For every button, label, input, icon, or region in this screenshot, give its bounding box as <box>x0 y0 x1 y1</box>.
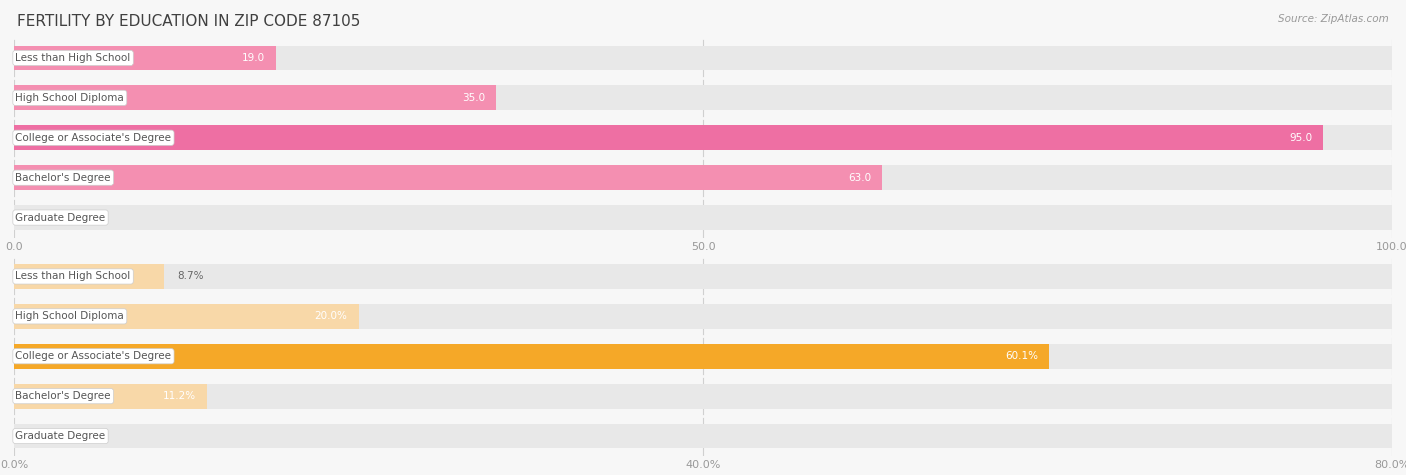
Text: Bachelor's Degree: Bachelor's Degree <box>15 391 111 401</box>
Text: 0.0%: 0.0% <box>28 431 53 441</box>
Bar <box>14 165 1392 190</box>
Bar <box>14 165 882 190</box>
Bar <box>14 205 1392 230</box>
Text: 60.1%: 60.1% <box>1005 351 1038 361</box>
Text: 8.7%: 8.7% <box>177 271 204 282</box>
Bar <box>14 384 207 408</box>
Bar <box>14 86 1392 110</box>
Bar <box>14 344 1049 369</box>
Bar <box>14 46 276 70</box>
Bar <box>14 46 1392 70</box>
Bar <box>14 344 1392 369</box>
Text: 19.0: 19.0 <box>242 53 264 63</box>
Bar <box>14 424 1392 448</box>
Text: High School Diploma: High School Diploma <box>15 311 124 322</box>
Text: College or Associate's Degree: College or Associate's Degree <box>15 351 172 361</box>
Bar <box>14 125 1323 150</box>
Bar <box>14 125 1392 150</box>
Text: Graduate Degree: Graduate Degree <box>15 212 105 223</box>
Text: 95.0: 95.0 <box>1289 133 1312 143</box>
Text: 35.0: 35.0 <box>463 93 485 103</box>
Bar <box>14 304 359 329</box>
Bar <box>14 264 1392 289</box>
Bar <box>14 86 496 110</box>
Text: FERTILITY BY EDUCATION IN ZIP CODE 87105: FERTILITY BY EDUCATION IN ZIP CODE 87105 <box>17 14 360 29</box>
Text: 11.2%: 11.2% <box>163 391 195 401</box>
Text: College or Associate's Degree: College or Associate's Degree <box>15 133 172 143</box>
Text: High School Diploma: High School Diploma <box>15 93 124 103</box>
Text: Source: ZipAtlas.com: Source: ZipAtlas.com <box>1278 14 1389 24</box>
Text: 20.0%: 20.0% <box>315 311 347 322</box>
Text: Less than High School: Less than High School <box>15 271 131 282</box>
Text: 0.0: 0.0 <box>28 212 44 223</box>
Bar <box>14 304 1392 329</box>
Bar <box>14 384 1392 408</box>
Text: Graduate Degree: Graduate Degree <box>15 431 105 441</box>
Text: Bachelor's Degree: Bachelor's Degree <box>15 172 111 183</box>
Text: 63.0: 63.0 <box>848 172 872 183</box>
Text: Less than High School: Less than High School <box>15 53 131 63</box>
Bar <box>14 264 165 289</box>
